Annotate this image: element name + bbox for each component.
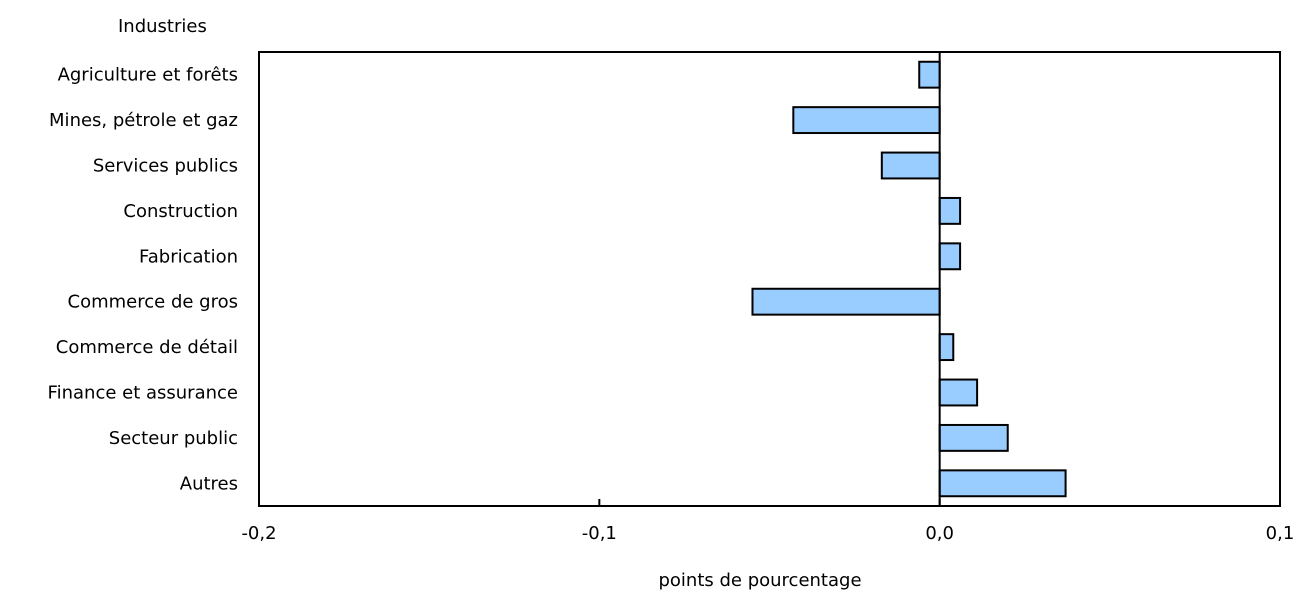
category-labels: Agriculture et forêts Mines, pétrole et g… bbox=[48, 65, 238, 495]
category-label-2: Mines, pétrole et gaz bbox=[49, 110, 238, 131]
bar-6 bbox=[751, 287, 941, 316]
category-label-4: Construction bbox=[123, 201, 238, 222]
bar-5 bbox=[938, 242, 962, 271]
x-tick-label-2: -0,1 bbox=[582, 523, 617, 544]
x-tick-label-3: 0,0 bbox=[925, 523, 954, 544]
bar-7 bbox=[938, 333, 955, 362]
bar-1 bbox=[918, 60, 941, 89]
bar-4 bbox=[938, 196, 962, 225]
bars-group bbox=[751, 60, 1067, 498]
category-label-6: Commerce de gros bbox=[68, 292, 238, 313]
x-axis-ticks: -0,2 -0,1 0,0 0,1 bbox=[241, 499, 1294, 544]
bar-3 bbox=[880, 151, 941, 180]
category-label-3: Services publics bbox=[93, 156, 238, 177]
category-label-5: Fabrication bbox=[139, 246, 238, 267]
bar-10 bbox=[938, 469, 1067, 498]
x-tick-label-1: -0,2 bbox=[241, 523, 276, 544]
bar-8 bbox=[938, 378, 979, 407]
category-label-7: Commerce de détail bbox=[56, 337, 238, 358]
x-axis-title: points de pourcentage bbox=[658, 570, 861, 591]
category-label-1: Agriculture et forêts bbox=[58, 65, 238, 86]
category-label-9: Secteur public bbox=[109, 428, 238, 449]
category-label-8: Finance et assurance bbox=[48, 383, 238, 404]
category-label-10: Autres bbox=[180, 473, 238, 494]
x-tick-label-4: 0,1 bbox=[1266, 523, 1295, 544]
bar-2 bbox=[792, 106, 941, 135]
y-axis-title: Industries bbox=[118, 16, 207, 37]
bar-9 bbox=[938, 423, 1009, 452]
plot-area-frame bbox=[258, 51, 1281, 507]
